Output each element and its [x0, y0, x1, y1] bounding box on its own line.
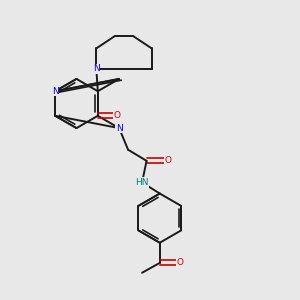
- Text: N: N: [93, 64, 100, 73]
- Text: HN: HN: [135, 178, 149, 187]
- Text: O: O: [114, 111, 121, 120]
- Text: N: N: [116, 124, 122, 133]
- Text: O: O: [165, 156, 172, 165]
- Text: O: O: [177, 258, 184, 267]
- Text: N: N: [52, 87, 59, 96]
